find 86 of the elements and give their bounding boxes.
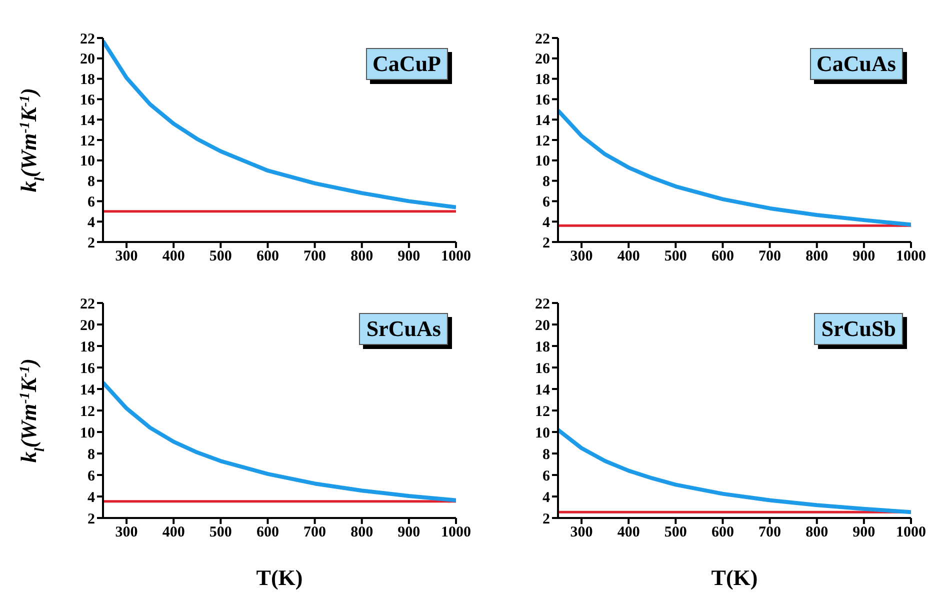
x-tick-label: 600 bbox=[256, 248, 279, 265]
x-tick-label: 900 bbox=[852, 524, 876, 541]
x-tick-label: 500 bbox=[664, 248, 687, 265]
y-tick-label: 10 bbox=[80, 425, 95, 442]
y-tick-label: 6 bbox=[542, 468, 550, 484]
y-tick-label: 6 bbox=[88, 468, 96, 484]
line-series bbox=[558, 108, 911, 227]
y-tick-label: 22 bbox=[80, 31, 95, 48]
y-tick-label: 22 bbox=[80, 296, 95, 312]
x-tick-label: 800 bbox=[350, 524, 374, 541]
x-tick-label: 1000 bbox=[441, 524, 471, 541]
x-tick-label: 800 bbox=[350, 248, 374, 265]
x-axis-title: T(K) bbox=[711, 565, 758, 590]
x-tick-label: 300 bbox=[115, 248, 138, 265]
x-tick-label: 500 bbox=[209, 248, 232, 265]
y-tick-label: 14 bbox=[535, 112, 550, 129]
y-tick-label: 4 bbox=[88, 214, 96, 231]
y-tick-label: 14 bbox=[80, 382, 96, 398]
x-tick-label: 700 bbox=[304, 524, 326, 541]
x-tick-label: 400 bbox=[617, 248, 640, 265]
x-tick-label: 600 bbox=[256, 524, 279, 541]
x-tick-label: 900 bbox=[398, 248, 420, 265]
y-tick-label: 10 bbox=[535, 154, 550, 170]
x-axis-title: T(K) bbox=[256, 565, 303, 590]
y-tick-label: 20 bbox=[80, 318, 95, 334]
x-tick-label: 700 bbox=[304, 248, 326, 265]
x-tick-label: 900 bbox=[852, 248, 876, 265]
x-tick-label: 300 bbox=[115, 524, 138, 541]
x-tick-label: 1000 bbox=[441, 248, 471, 265]
x-tick-label: 600 bbox=[711, 248, 734, 265]
y-tick-label: 20 bbox=[80, 52, 95, 68]
y-tick-label: 8 bbox=[542, 174, 550, 190]
text: SrCuAs bbox=[359, 313, 448, 345]
x-tick-label: 400 bbox=[617, 524, 640, 541]
y-tick-label: 22 bbox=[535, 296, 550, 312]
y-tick-label: 8 bbox=[88, 446, 95, 463]
x-tick-label: 700 bbox=[758, 248, 782, 265]
y-tick-label: 6 bbox=[542, 194, 550, 211]
y-tick-label: 10 bbox=[535, 425, 550, 442]
y-tick-label: 2 bbox=[88, 511, 95, 528]
y-tick-label: 14 bbox=[80, 112, 96, 129]
x-tick-label: 900 bbox=[398, 524, 420, 541]
y-tick-label: 12 bbox=[80, 404, 95, 420]
x-tick-label: 1000 bbox=[896, 248, 926, 265]
x-tick-label: 600 bbox=[711, 524, 734, 541]
y-tick-label: 6 bbox=[88, 194, 96, 211]
x-tick-label: 300 bbox=[570, 248, 593, 265]
text: SrCuSb bbox=[814, 313, 903, 345]
x-tick-label: 500 bbox=[664, 524, 687, 541]
x-tick-label: 400 bbox=[162, 524, 185, 541]
y-tick-label: 16 bbox=[535, 360, 550, 377]
y-tick-label: 12 bbox=[80, 133, 95, 150]
y-tick-label: 16 bbox=[80, 92, 96, 109]
y-tick-label: 20 bbox=[535, 52, 550, 68]
y-tick-label: 14 bbox=[535, 382, 550, 398]
y-tick-label: 4 bbox=[542, 214, 550, 231]
x-tick-label: 700 bbox=[758, 524, 782, 541]
y-tick-label: 18 bbox=[80, 339, 95, 356]
y-tick-label: 22 bbox=[535, 31, 550, 48]
y-tick-label: 2 bbox=[542, 235, 550, 252]
text: CaCuAs bbox=[810, 48, 903, 80]
y-tick-label: 2 bbox=[88, 235, 95, 252]
x-tick-label: 300 bbox=[570, 524, 593, 541]
y-tick-label: 18 bbox=[535, 72, 550, 88]
y-tick-label: 20 bbox=[535, 318, 550, 334]
y-tick-label: 12 bbox=[535, 404, 550, 420]
text: CaCuP bbox=[366, 48, 448, 80]
y-tick-label: 16 bbox=[80, 360, 96, 377]
x-tick-label: 800 bbox=[806, 524, 828, 541]
line-series bbox=[103, 380, 456, 502]
x-tick-label: 1000 bbox=[896, 524, 926, 541]
y-tick-label: 18 bbox=[535, 339, 550, 356]
y-tick-label: 4 bbox=[88, 490, 96, 506]
y-tick-label: 2 bbox=[542, 511, 550, 528]
y-tick-label: 8 bbox=[542, 446, 550, 463]
y-tick-label: 12 bbox=[535, 133, 550, 150]
x-tick-label: 500 bbox=[209, 524, 232, 541]
y-tick-label: 18 bbox=[80, 72, 95, 88]
y-tick-label: 10 bbox=[80, 154, 95, 170]
line-series bbox=[103, 39, 456, 210]
line-series bbox=[558, 428, 911, 514]
y-tick-label: 16 bbox=[535, 92, 550, 109]
y-tick-label: 4 bbox=[542, 490, 550, 506]
y-tick-label: 8 bbox=[88, 174, 95, 190]
x-tick-label: 400 bbox=[162, 248, 185, 265]
x-tick-label: 800 bbox=[806, 248, 828, 265]
